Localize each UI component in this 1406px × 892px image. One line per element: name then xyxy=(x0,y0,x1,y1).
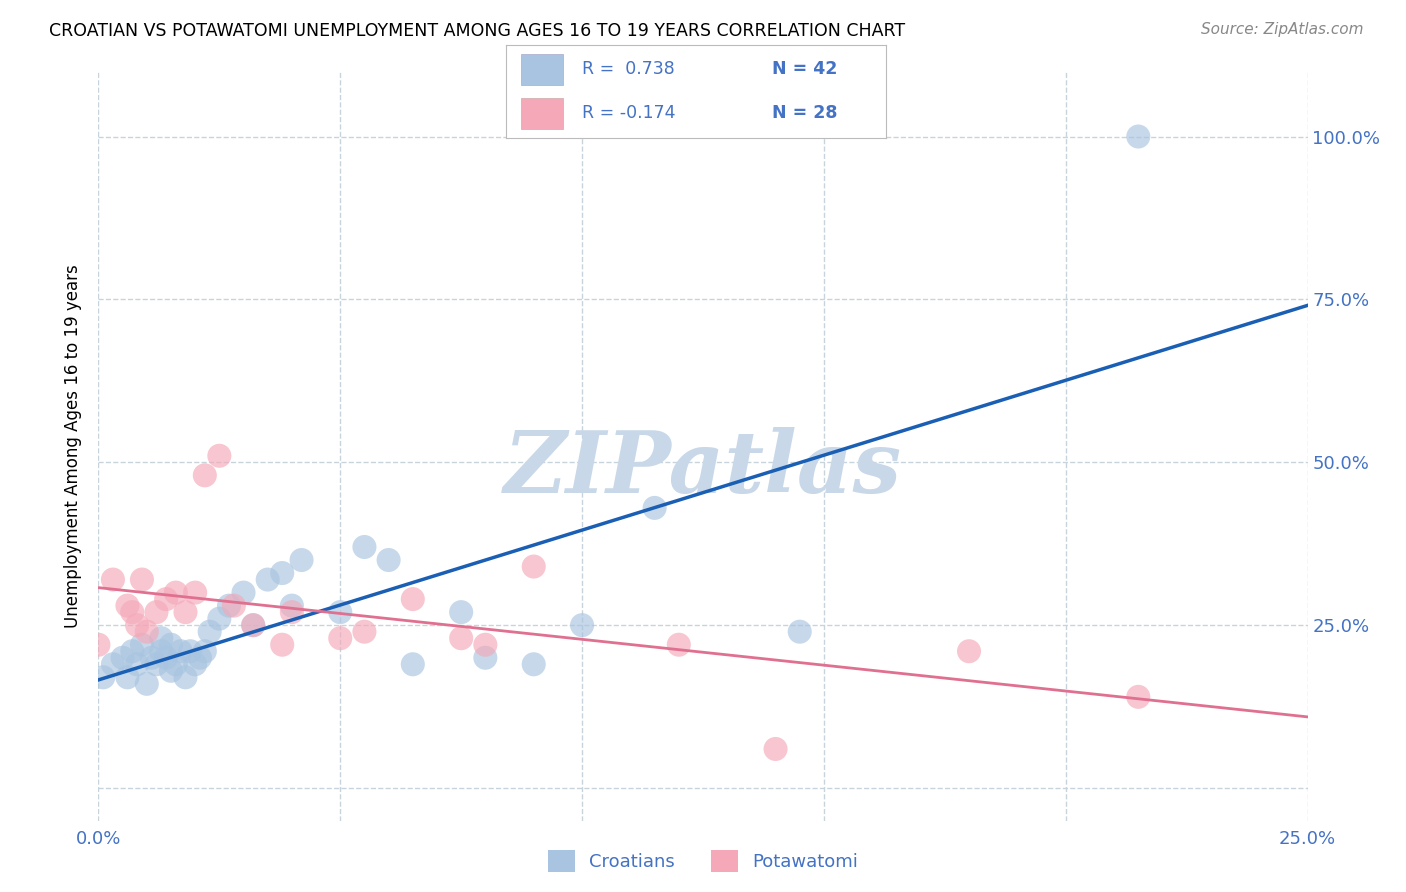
Point xyxy=(101,573,124,587)
Point xyxy=(523,559,546,574)
Text: R = -0.174: R = -0.174 xyxy=(582,103,676,121)
Point xyxy=(208,612,231,626)
Point xyxy=(131,638,153,652)
Point xyxy=(765,742,787,756)
Point xyxy=(208,449,231,463)
Point xyxy=(329,631,352,645)
Point xyxy=(571,618,593,632)
Point xyxy=(155,592,177,607)
Point xyxy=(135,677,157,691)
Text: N = 42: N = 42 xyxy=(772,61,837,78)
Point xyxy=(131,573,153,587)
Point xyxy=(1128,129,1150,144)
Point xyxy=(402,592,425,607)
Point xyxy=(377,553,399,567)
Point xyxy=(222,599,245,613)
Point xyxy=(117,599,139,613)
Y-axis label: Unemployment Among Ages 16 to 19 years: Unemployment Among Ages 16 to 19 years xyxy=(63,264,82,628)
Point xyxy=(184,657,207,672)
Point xyxy=(184,585,207,599)
Point xyxy=(155,650,177,665)
Point xyxy=(271,638,294,652)
Point xyxy=(957,644,980,658)
Point xyxy=(523,657,546,672)
Point xyxy=(644,500,666,515)
Point xyxy=(179,644,201,658)
Point xyxy=(145,605,167,619)
Point xyxy=(127,657,149,672)
Point xyxy=(127,618,149,632)
Point xyxy=(111,650,134,665)
Point xyxy=(668,638,690,652)
FancyBboxPatch shape xyxy=(522,54,562,85)
FancyBboxPatch shape xyxy=(522,98,562,129)
Point xyxy=(169,644,191,658)
Point xyxy=(174,670,197,684)
Point xyxy=(474,638,496,652)
Point xyxy=(1128,690,1150,704)
Point xyxy=(188,650,211,665)
Point xyxy=(121,605,143,619)
Point xyxy=(150,631,173,645)
Point xyxy=(218,599,240,613)
Point xyxy=(789,624,811,639)
Point xyxy=(402,657,425,672)
Point xyxy=(450,631,472,645)
Point xyxy=(474,650,496,665)
Point xyxy=(353,540,375,554)
Point xyxy=(160,664,183,678)
Text: N = 28: N = 28 xyxy=(772,103,838,121)
Point xyxy=(281,599,304,613)
Point xyxy=(329,605,352,619)
Point xyxy=(87,638,110,652)
Point xyxy=(135,624,157,639)
Point xyxy=(165,657,187,672)
Text: ZIPatlas: ZIPatlas xyxy=(503,426,903,510)
Point xyxy=(160,638,183,652)
Point xyxy=(121,644,143,658)
Point xyxy=(281,605,304,619)
Text: CROATIAN VS POTAWATOMI UNEMPLOYMENT AMONG AGES 16 TO 19 YEARS CORRELATION CHART: CROATIAN VS POTAWATOMI UNEMPLOYMENT AMON… xyxy=(49,22,905,40)
Point xyxy=(91,670,114,684)
Point xyxy=(101,657,124,672)
Point xyxy=(271,566,294,580)
Point xyxy=(256,573,278,587)
Point xyxy=(232,585,254,599)
Point xyxy=(198,624,221,639)
Point xyxy=(194,468,217,483)
Point xyxy=(450,605,472,619)
Point xyxy=(194,644,217,658)
Text: R =  0.738: R = 0.738 xyxy=(582,61,675,78)
Point xyxy=(290,553,312,567)
Text: Source: ZipAtlas.com: Source: ZipAtlas.com xyxy=(1201,22,1364,37)
Point xyxy=(150,644,173,658)
Point xyxy=(117,670,139,684)
Legend: Croatians, Potawatomi: Croatians, Potawatomi xyxy=(540,843,866,879)
Point xyxy=(145,657,167,672)
Point xyxy=(242,618,264,632)
Point xyxy=(353,624,375,639)
Point xyxy=(174,605,197,619)
Point xyxy=(165,585,187,599)
Point xyxy=(141,650,163,665)
Point xyxy=(242,618,264,632)
